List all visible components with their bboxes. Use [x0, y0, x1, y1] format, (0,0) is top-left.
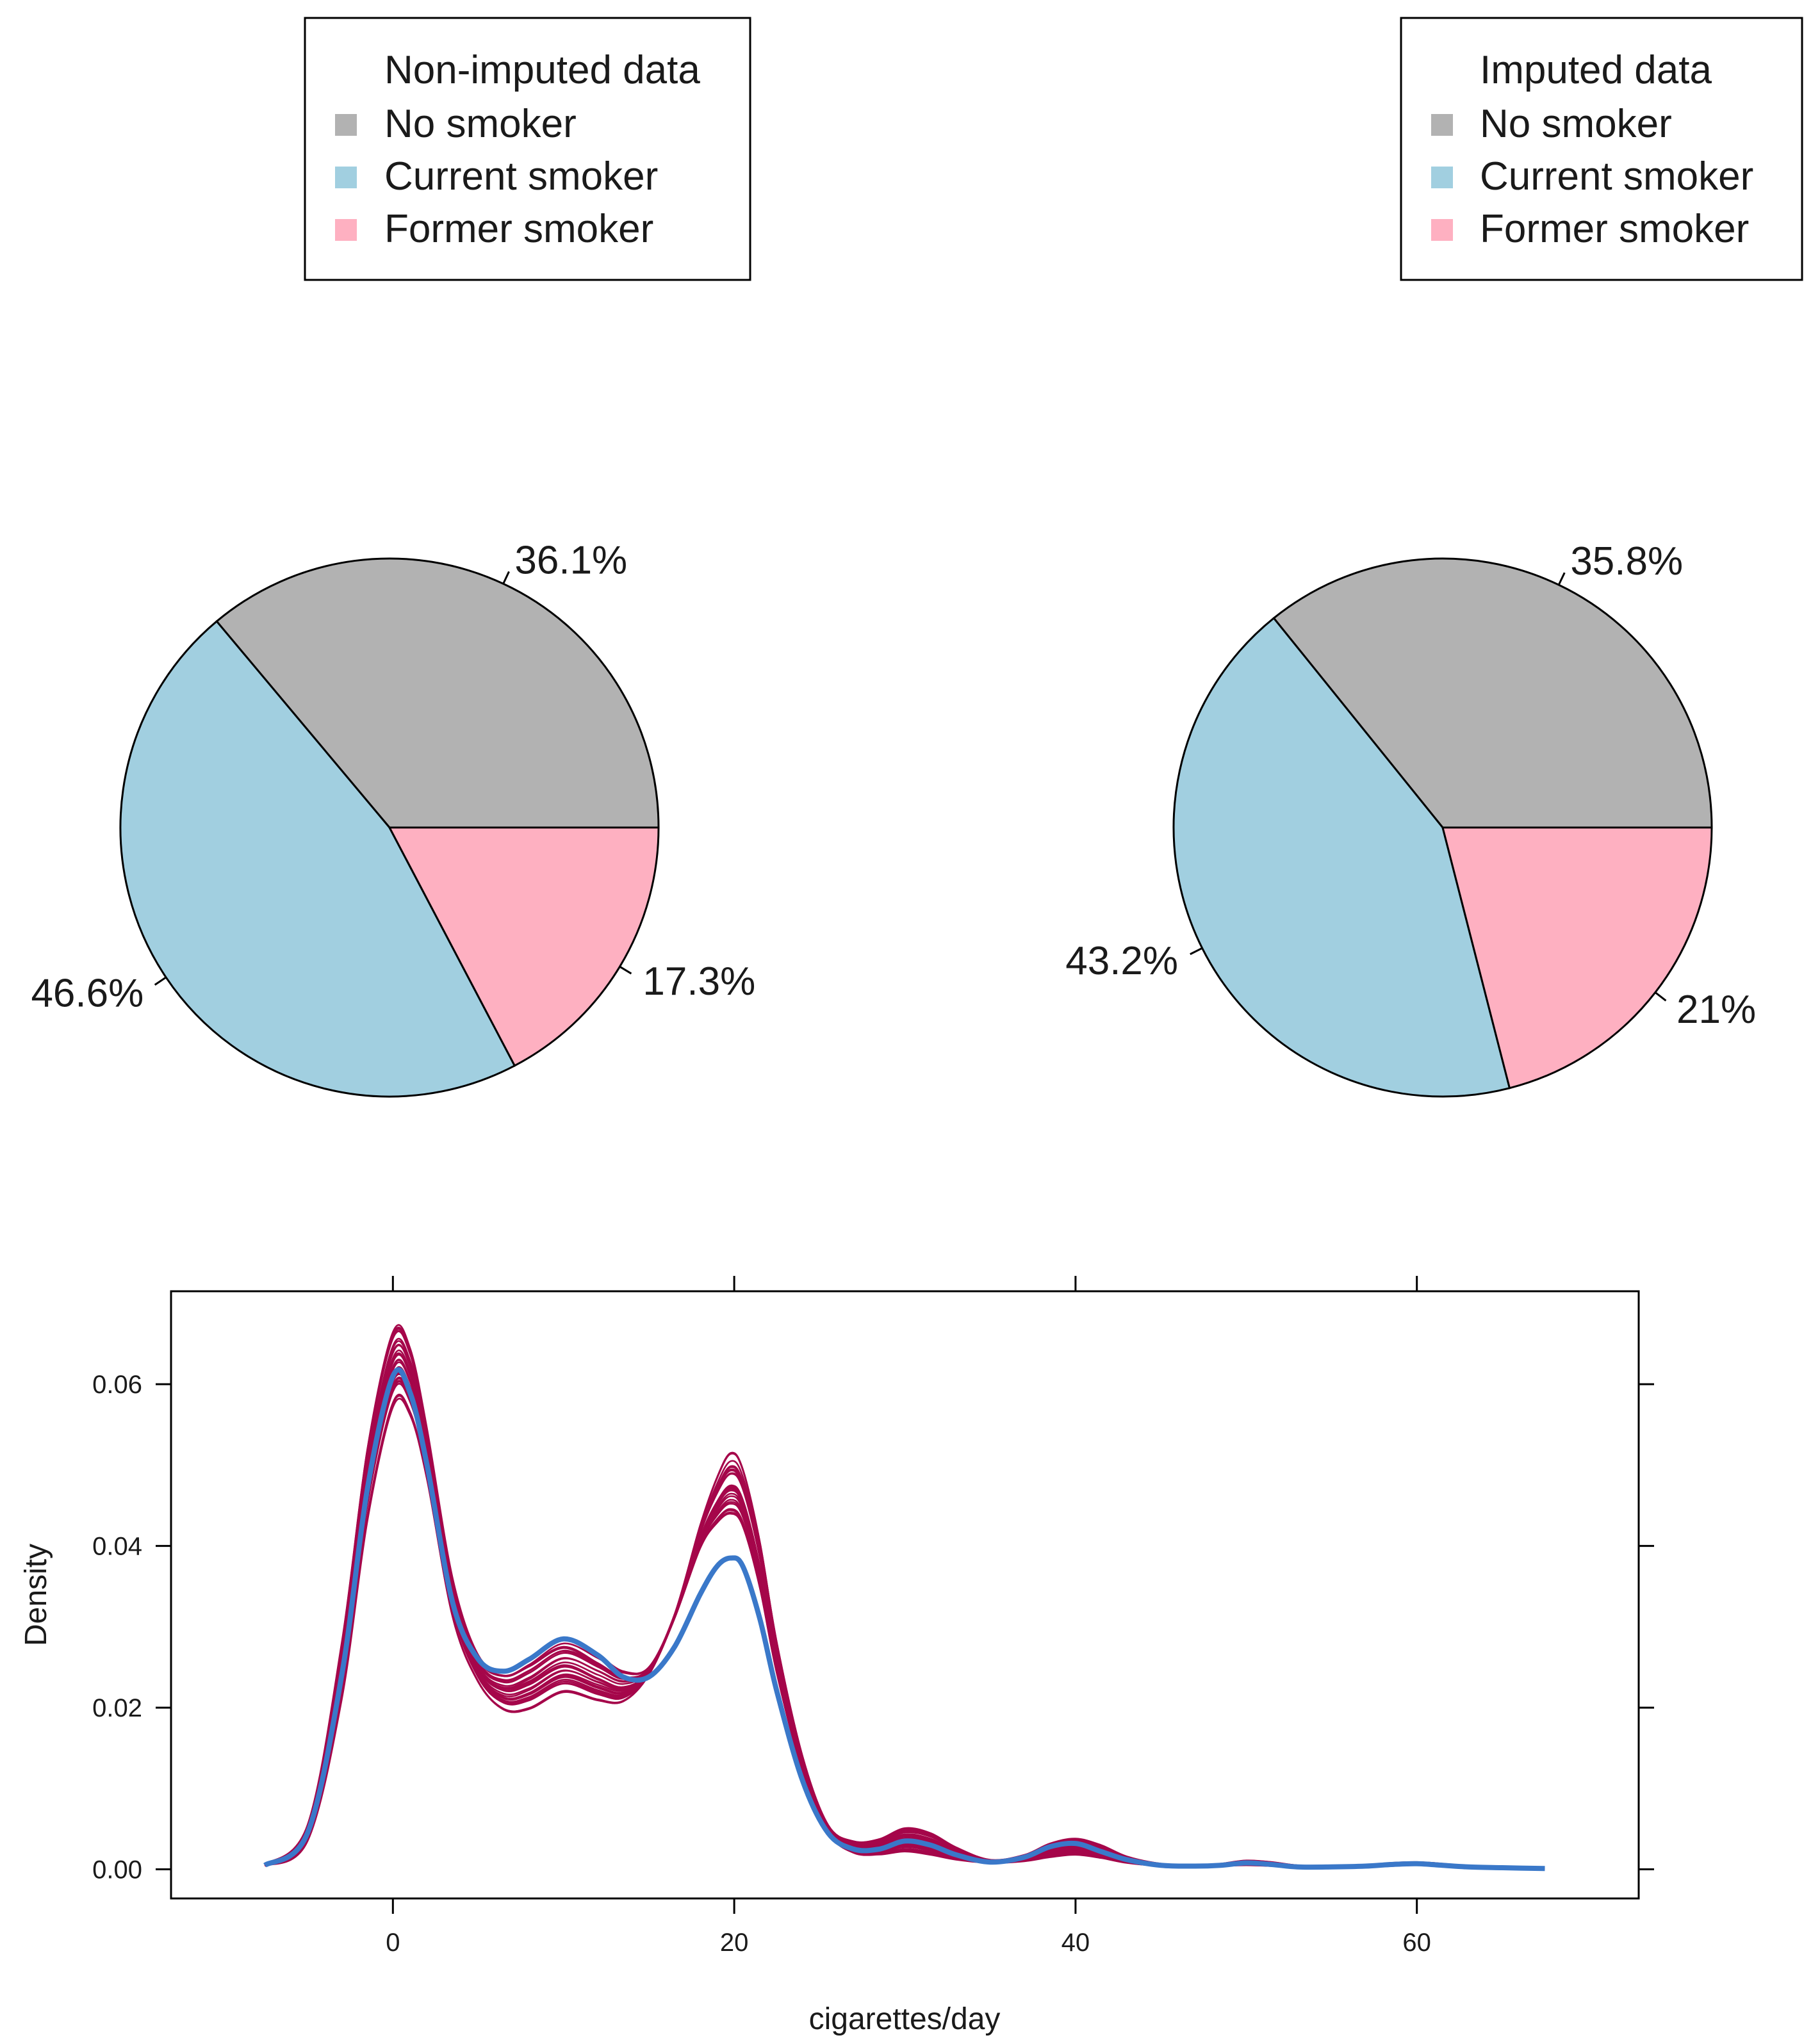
- legend-swatch-current-smoker: [1431, 167, 1453, 188]
- y-tick-label: 0.00: [92, 1856, 142, 1884]
- pie-slice-current-smoker: [1172, 616, 1511, 1098]
- imputed-density-curve: [264, 1324, 1545, 1870]
- pie-chart-imputed: 35.8% 43.2% 21%: [1065, 539, 1756, 1098]
- legend-label-no-smoker: No smoker: [1480, 102, 1672, 146]
- pie-slice-current-smoker: [119, 619, 516, 1098]
- pie-label-no-smoker: 35.8%: [1570, 539, 1683, 583]
- pie-label-former-smoker: 21%: [1677, 988, 1756, 1032]
- legend-label-current-smoker: Current smoker: [384, 154, 658, 199]
- legend-label-no-smoker: No smoker: [384, 102, 577, 146]
- legend-swatch-no-smoker: [335, 114, 357, 136]
- x-axis-title: cigarettes/day: [809, 2002, 1001, 2036]
- legend-imputed: Imputed data No smoker Current smoker Fo…: [1400, 17, 1803, 281]
- axis-ticks: 0 20 40 60 0.00 0.02 0.04 0.06: [92, 1276, 1654, 1957]
- pie-label-leader: [619, 965, 632, 975]
- legend-label-current-smoker: Current smoker: [1480, 154, 1753, 199]
- observed-density-curve: [263, 1367, 1545, 1872]
- pie-label-leader: [1190, 947, 1203, 956]
- legend-box: [1400, 17, 1803, 281]
- y-tick-label: 0.04: [92, 1533, 142, 1561]
- x-tick-label: 0: [386, 1929, 400, 1957]
- pie-slice-former-smoker: [388, 826, 660, 1067]
- legend-swatch-former-smoker: [1431, 219, 1453, 241]
- density-curves: [263, 1324, 1545, 1872]
- pie-label-current-smoker: 43.2%: [1065, 939, 1178, 983]
- x-tick-label: 60: [1402, 1929, 1431, 1957]
- pie-slice-no-smoker: [1272, 557, 1713, 829]
- pie-label-former-smoker: 17.3%: [643, 959, 755, 1004]
- plot-frame: [170, 1290, 1640, 1900]
- legend-title: Non-imputed data: [384, 48, 700, 92]
- imputed-density-curve: [264, 1337, 1545, 1870]
- pie-label-leader: [1557, 572, 1566, 585]
- y-tick-label: 0.06: [92, 1371, 142, 1399]
- legend-swatch-former-smoker: [335, 219, 357, 241]
- imputed-density-curve: [264, 1344, 1545, 1870]
- y-axis-title: Density: [19, 1544, 53, 1646]
- imputed-density-curve: [264, 1394, 1545, 1870]
- pie-label-leader: [502, 571, 510, 585]
- pie-chart-non-imputed: 36.1% 46.6% 17.3%: [31, 538, 755, 1098]
- pie-label-leader: [1654, 991, 1667, 1002]
- legend-swatch-no-smoker: [1431, 114, 1453, 136]
- legend-title: Imputed data: [1480, 48, 1712, 92]
- legend-swatch-current-smoker: [335, 167, 357, 188]
- x-tick-label: 20: [720, 1929, 749, 1957]
- density-plot: 0 20 40 60 0.00 0.02 0.04 0.06 cigarettes/day D…: [19, 1276, 1654, 2036]
- pie-label-no-smoker: 36.1%: [514, 538, 627, 582]
- pie-label-current-smoker: 46.6%: [31, 971, 143, 1015]
- pie-slice-former-smoker: [1441, 826, 1713, 1089]
- y-tick-label: 0.02: [92, 1694, 142, 1722]
- pie-label-leader: [154, 976, 167, 986]
- legend-label-former-smoker: Former smoker: [384, 207, 653, 251]
- legend-label-former-smoker: Former smoker: [1480, 207, 1749, 251]
- legend-box: [304, 17, 751, 281]
- x-tick-label: 40: [1062, 1929, 1090, 1957]
- legend-non-imputed: Non-imputed data No smoker Current smoke…: [304, 17, 751, 281]
